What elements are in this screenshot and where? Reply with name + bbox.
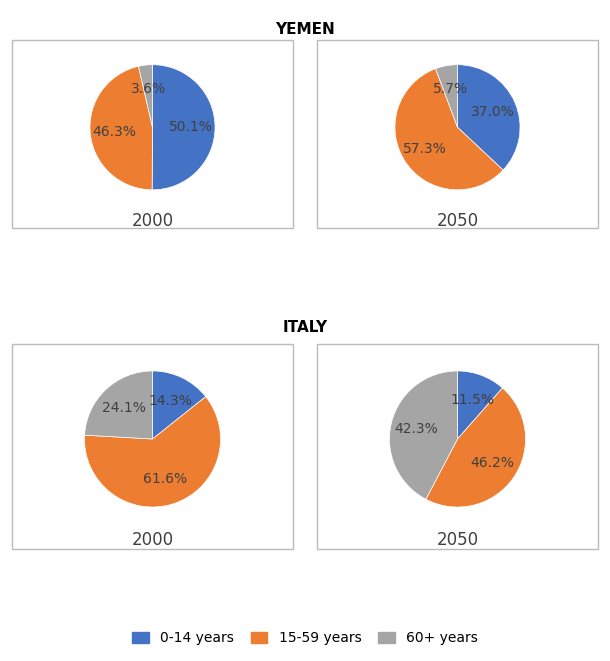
Wedge shape [90,66,152,190]
Wedge shape [458,65,520,170]
Wedge shape [458,371,503,439]
Text: 61.6%: 61.6% [143,472,187,486]
Text: 37.0%: 37.0% [471,105,515,119]
Text: 50.1%: 50.1% [170,120,214,134]
Text: 11.5%: 11.5% [450,393,495,407]
Text: ITALY: ITALY [282,320,328,334]
Wedge shape [152,371,206,439]
Text: 2000: 2000 [131,212,174,229]
Wedge shape [152,65,215,190]
Wedge shape [426,388,526,507]
Text: 3.6%: 3.6% [131,82,166,96]
Wedge shape [138,65,152,128]
Text: 46.2%: 46.2% [470,456,514,470]
Wedge shape [85,371,152,439]
Text: 14.3%: 14.3% [149,394,193,408]
Text: 2050: 2050 [436,212,479,229]
Text: 24.1%: 24.1% [102,401,145,415]
Text: 2050: 2050 [436,531,479,549]
Legend: 0-14 years, 15-59 years, 60+ years: 0-14 years, 15-59 years, 60+ years [127,626,483,650]
Text: 42.3%: 42.3% [395,422,439,436]
Text: 46.3%: 46.3% [92,124,136,139]
Wedge shape [84,397,221,507]
Text: 2000: 2000 [131,531,174,549]
Text: 57.3%: 57.3% [403,141,447,156]
Text: YEMEN: YEMEN [275,22,335,37]
Wedge shape [436,65,458,128]
Wedge shape [389,371,458,499]
Text: 5.7%: 5.7% [433,82,468,96]
Wedge shape [395,69,503,190]
